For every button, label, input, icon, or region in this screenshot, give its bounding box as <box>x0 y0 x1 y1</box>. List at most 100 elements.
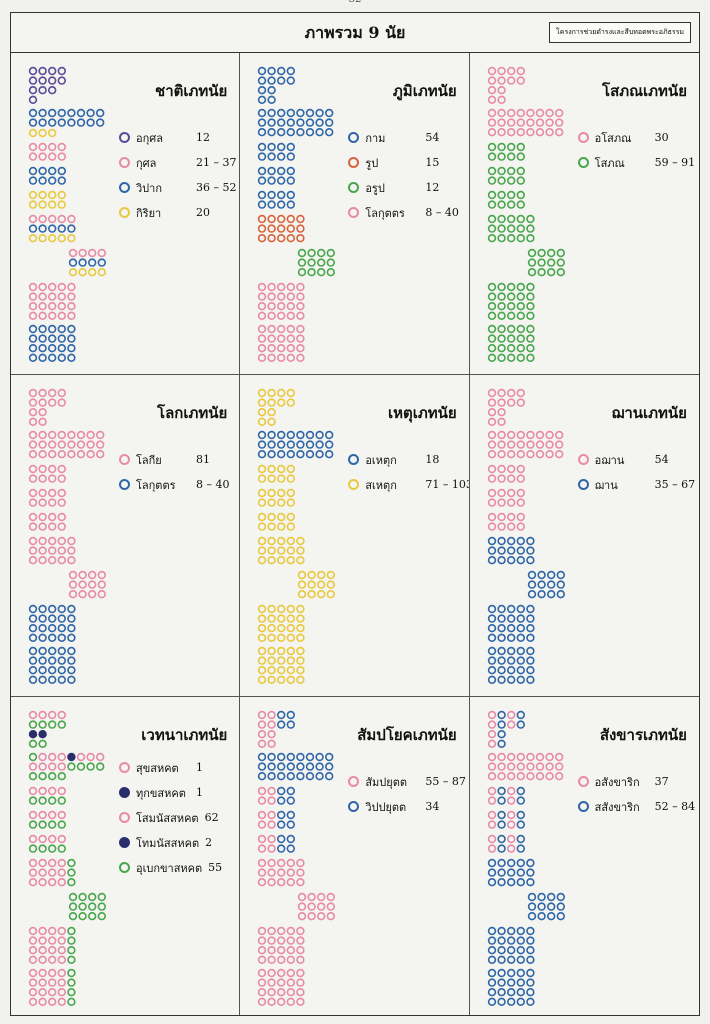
legend-marker-icon <box>119 862 130 873</box>
citta-circle <box>97 570 107 580</box>
citta-circle <box>525 546 535 555</box>
citta-circle <box>47 76 57 85</box>
citta-circle <box>57 675 66 684</box>
citta-circle <box>28 878 38 887</box>
citta-circle <box>298 580 307 589</box>
citta-circle-rows <box>487 710 565 1006</box>
citta-circle <box>38 498 47 507</box>
citta-circle <box>497 878 506 887</box>
citta-circle <box>277 108 286 118</box>
citta-circle <box>47 878 57 887</box>
citta-circle <box>487 417 496 426</box>
panel-legend: อเหตุก 18 สเหตุก 71 – 103 <box>348 447 469 497</box>
citta-circle <box>317 248 326 258</box>
citta-circle <box>86 449 95 459</box>
citta-circle <box>67 292 76 301</box>
citta-circle <box>38 536 47 546</box>
citta-circle <box>506 176 516 185</box>
citta-circle <box>38 762 47 771</box>
citta-circle <box>516 997 525 1006</box>
citta-circle <box>57 988 66 997</box>
citta-circle <box>267 344 277 353</box>
citta-circle <box>28 762 38 771</box>
citta-circle <box>497 388 506 398</box>
citta-circle <box>516 614 525 623</box>
citta-circle <box>57 512 66 522</box>
citta-circle <box>527 912 536 921</box>
legend-label: โสภณ <box>594 156 625 170</box>
citta-circle <box>47 624 57 633</box>
legend-marker-icon <box>119 479 130 490</box>
sheet-header: ภาพรวม 9 นัย โครงการช่วยดำรงและสืบทอดพระ… <box>11 13 699 53</box>
citta-circle <box>487 127 496 137</box>
citta-circle <box>535 449 544 459</box>
citta-circle <box>277 464 286 474</box>
panel-legend: สุขสหคต 1 ทุกขสหคต 1 โสมนัสสหคต 62 โทมนัสสหคต 2… <box>119 755 222 880</box>
citta-circle <box>487 771 496 781</box>
citta-circle <box>277 978 286 987</box>
citta-circle <box>497 95 506 104</box>
citta-circle <box>68 248 78 258</box>
citta-circle <box>286 810 296 820</box>
citta-circle <box>516 324 525 334</box>
citta-circle <box>78 580 87 589</box>
citta-circle <box>267 214 277 224</box>
citta-circle <box>527 258 536 267</box>
citta-circle <box>47 633 57 642</box>
citta-circle <box>506 66 516 76</box>
citta-circle <box>38 656 47 665</box>
citta-circle <box>506 810 516 820</box>
citta-circle <box>267 604 277 614</box>
citta-circle <box>258 556 267 565</box>
citta-circle <box>296 675 305 684</box>
citta-circle <box>554 430 564 440</box>
citta-circle <box>546 590 556 599</box>
citta-circle <box>38 675 47 684</box>
citta-circle <box>306 127 315 137</box>
citta-circle <box>28 614 38 623</box>
citta-circle <box>286 214 296 224</box>
citta-circle <box>516 512 525 522</box>
citta-circle <box>28 440 38 449</box>
citta-circle <box>497 858 506 868</box>
citta-circle <box>47 522 57 531</box>
citta-circle <box>506 512 516 522</box>
citta-circle <box>497 488 506 498</box>
citta-circle <box>95 440 105 449</box>
citta-circle <box>258 388 267 398</box>
citta-circle <box>286 334 296 343</box>
citta-circle <box>67 302 76 311</box>
citta-circle <box>87 580 97 589</box>
citta-circle <box>286 292 296 301</box>
citta-circle <box>516 464 525 474</box>
citta-circle <box>497 474 506 483</box>
citta-circle <box>298 590 307 599</box>
citta-circle <box>487 936 496 945</box>
citta-circle <box>497 498 506 507</box>
citta-circle <box>497 200 506 209</box>
citta-circle <box>487 166 496 176</box>
citta-circle <box>68 902 78 911</box>
citta-circle <box>286 666 296 675</box>
citta-circle-rows <box>487 66 565 362</box>
citta-circle <box>315 430 325 440</box>
legend-item: โสภณ 59 – 91 <box>577 150 695 175</box>
citta-circle <box>47 430 57 440</box>
citta-circle <box>258 85 267 95</box>
citta-circle <box>506 464 516 474</box>
citta-circle <box>67 946 76 955</box>
citta-circle <box>487 675 496 684</box>
panel-title: เวทนาเภทนัย <box>141 726 228 744</box>
citta-circle <box>497 796 506 805</box>
citta-circle <box>267 522 277 531</box>
citta-circle <box>267 407 277 417</box>
citta-circle <box>525 334 535 343</box>
legend-label: กิริยา <box>136 206 162 220</box>
citta-circle <box>28 844 38 853</box>
panel-title: สังขารเภทนัย <box>599 726 687 744</box>
citta-circle <box>267 440 277 449</box>
citta-circle <box>325 108 334 118</box>
citta-circle <box>267 474 277 483</box>
citta-circle <box>67 926 76 936</box>
citta-circle <box>258 546 267 555</box>
